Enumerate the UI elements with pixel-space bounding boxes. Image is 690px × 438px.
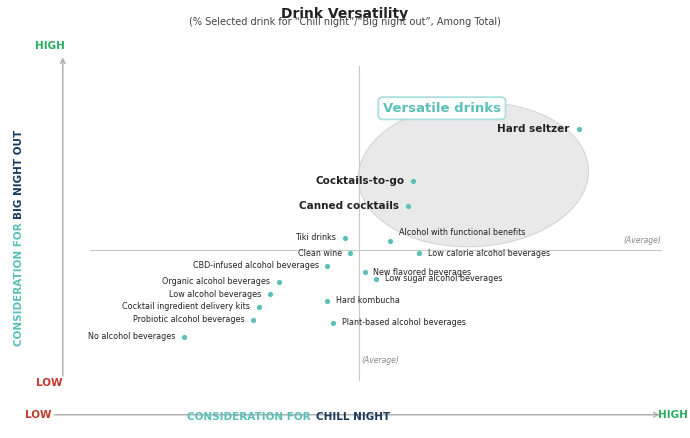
Text: CONSIDERATION FOR: CONSIDERATION FOR	[14, 219, 24, 346]
Text: Tiki drinks: Tiki drinks	[295, 233, 336, 242]
Ellipse shape	[358, 102, 589, 247]
Point	[385, 237, 396, 244]
Text: Clean wine: Clean wine	[297, 249, 342, 258]
Text: New flavored beverages: New flavored beverages	[373, 268, 471, 277]
Text: Cocktail ingredient delivery kits: Cocktail ingredient delivery kits	[122, 303, 250, 311]
Point	[328, 319, 339, 326]
Text: Cocktails-to-go: Cocktails-to-go	[315, 176, 404, 186]
Text: (% Selected drink for “Chill night”/“Big night out”, Among Total): (% Selected drink for “Chill night”/“Big…	[189, 17, 501, 27]
Point	[408, 177, 419, 184]
Point	[574, 125, 585, 132]
Text: LOW: LOW	[25, 410, 51, 420]
Text: Probiotic alcohol beverages: Probiotic alcohol beverages	[132, 315, 244, 324]
Text: Drink Versatility: Drink Versatility	[282, 7, 408, 21]
Text: CBD-infused alcohol beverages: CBD-infused alcohol beverages	[193, 261, 319, 270]
Text: Plant-based alcohol beverages: Plant-based alcohol beverages	[342, 318, 466, 327]
Point	[264, 291, 275, 298]
Text: Versatile drinks: Versatile drinks	[383, 102, 501, 115]
Text: No alcohol beverages: No alcohol beverages	[88, 332, 175, 341]
Text: HIGH: HIGH	[658, 410, 688, 420]
Point	[248, 316, 259, 323]
Text: Alcohol with functional benefits: Alcohol with functional benefits	[399, 228, 525, 237]
Point	[322, 297, 333, 304]
Text: Low calorie alcohol beverages: Low calorie alcohol beverages	[428, 249, 550, 258]
Point	[413, 250, 424, 257]
Text: LOW: LOW	[37, 378, 63, 388]
Point	[359, 269, 370, 276]
Point	[273, 278, 284, 285]
Text: Low alcohol beverages: Low alcohol beverages	[169, 290, 262, 299]
Point	[345, 250, 356, 257]
Point	[371, 275, 382, 282]
Text: BIG NIGHT OUT: BIG NIGHT OUT	[14, 130, 24, 219]
Text: Canned cocktails: Canned cocktails	[299, 201, 399, 211]
Point	[179, 333, 190, 340]
Point	[339, 234, 350, 241]
Text: Organic alcohol beverages: Organic alcohol beverages	[162, 277, 270, 286]
Text: CHILL NIGHT: CHILL NIGHT	[316, 412, 391, 422]
Text: Low sugar alcohol beverages: Low sugar alcohol beverages	[384, 274, 502, 283]
Text: Hard kombucha: Hard kombucha	[336, 296, 400, 305]
Point	[253, 304, 264, 311]
Text: (Average): (Average)	[623, 236, 661, 244]
Text: (Average): (Average)	[362, 356, 400, 365]
Text: Hard seltzer: Hard seltzer	[497, 124, 569, 134]
Point	[402, 202, 413, 209]
Text: CONSIDERATION FOR: CONSIDERATION FOR	[187, 412, 314, 422]
Text: HIGH: HIGH	[34, 41, 65, 51]
Point	[322, 262, 333, 269]
